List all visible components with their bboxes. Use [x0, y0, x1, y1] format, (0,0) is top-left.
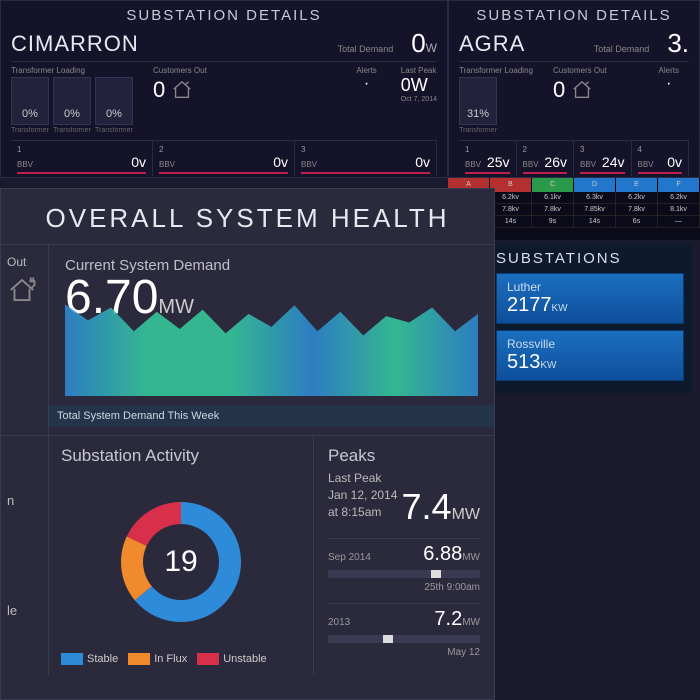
demand-footer: Total System Demand This Week — [49, 405, 494, 427]
substation-title: SUBSTATION DETAILS — [11, 7, 437, 24]
house-icon — [571, 79, 593, 101]
transformer-box: 0% — [11, 77, 49, 125]
side-column: n le — [1, 436, 49, 675]
substation-name: CIMARRON — [11, 31, 139, 57]
last-peak-block: Last Peak 0W Oct 7, 2014 — [393, 66, 437, 134]
transformer-loading: Transformer Loading 31% Transformer — [459, 66, 533, 134]
substation-panel-agra: SUBSTATION DETAILS AGRA Total Demand 3. … — [448, 0, 700, 178]
peaks-panel: Peaks Last Peak Jan 12, 2014 at 8:15am 7… — [314, 436, 494, 675]
substation-tile[interactable]: Rossville513KW — [496, 330, 684, 381]
substations-list-title: SUBSTATIONS — [496, 250, 684, 267]
transformer-box: 31% — [459, 77, 497, 125]
alerts-block: Alerts · — [649, 66, 689, 134]
substation-panel-cimarron: SUBSTATION DETAILS CIMARRON Total Demand… — [0, 0, 448, 178]
transformer-box: 0% — [53, 77, 91, 125]
activity-legend: StableIn FluxUnstable — [61, 653, 301, 665]
total-demand-value: 0 — [411, 28, 425, 58]
alerts-block: Alerts · — [346, 66, 386, 134]
activity-count: 19 — [164, 545, 197, 579]
substation-tile[interactable]: Luther2177KW — [496, 273, 684, 324]
substation-title: SUBSTATION DETAILS — [459, 7, 689, 24]
total-demand-label: Total Demand — [338, 44, 394, 54]
substations-list: SUBSTATIONS Luther2177KW Rossville513KW — [488, 244, 692, 393]
bbv-row: 1BBV0v2BBV0v3BBV0v — [11, 140, 437, 176]
customers-out: Customers Out 0 — [139, 66, 340, 134]
card-title: OVERALL SYSTEM HEALTH — [1, 189, 494, 244]
bbv-row: 1BBV25v2BBV26v3BBV24v4BBV0v — [459, 140, 689, 176]
plug-house-icon — [7, 275, 37, 305]
side-column: Out — [1, 245, 49, 435]
substation-name: AGRA — [459, 31, 525, 57]
customers-out: Customers Out 0 — [539, 66, 643, 134]
substation-row: SUBSTATION DETAILS CIMARRON Total Demand… — [0, 0, 700, 178]
demand-area-chart — [65, 288, 478, 396]
house-icon — [171, 79, 193, 101]
transformer-box: 0% — [95, 77, 133, 125]
substation-activity: Substation Activity 19 StableIn FluxUnst… — [49, 436, 314, 675]
overall-health-card: OVERALL SYSTEM HEALTH Out Current System… — [0, 188, 495, 700]
transformer-loading: Transformer Loading 0% 0% 0% Transformer… — [11, 66, 133, 134]
